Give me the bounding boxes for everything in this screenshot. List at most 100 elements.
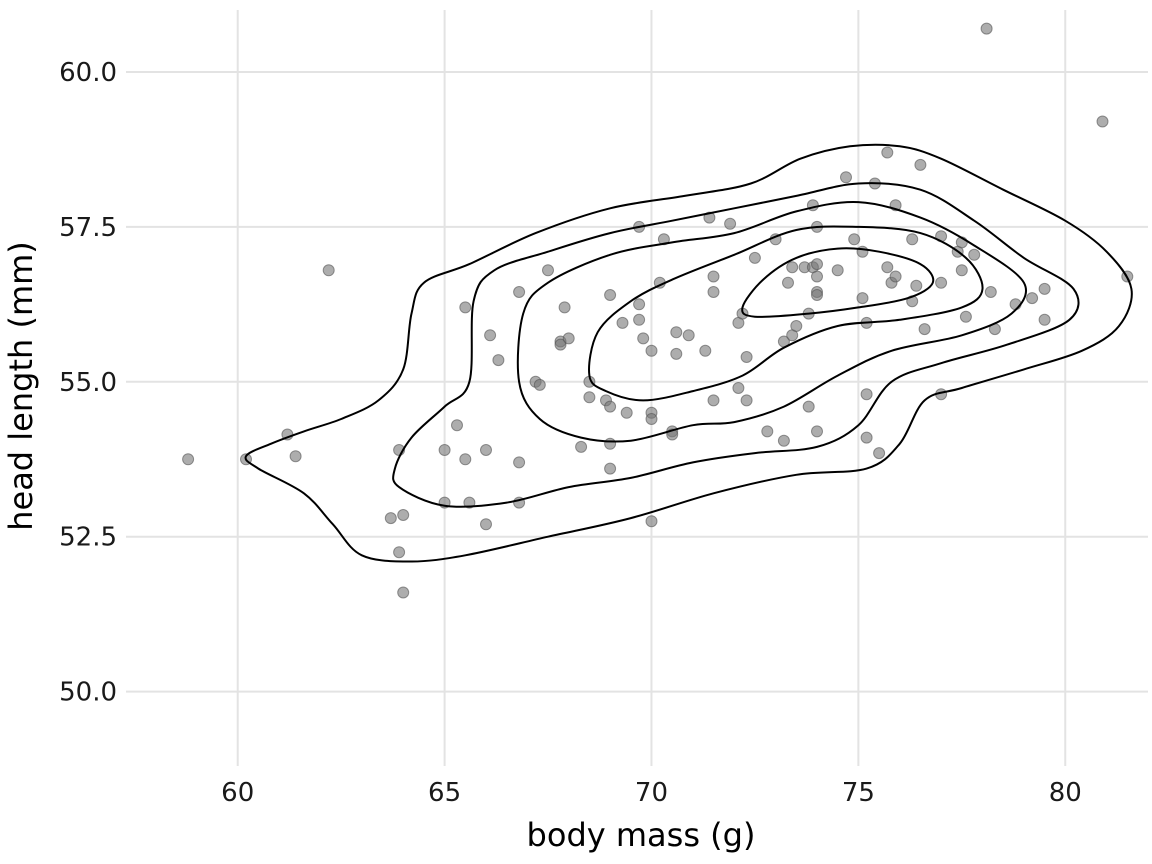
data-point <box>451 419 463 432</box>
data-point <box>1038 282 1051 295</box>
data-point <box>1026 292 1039 305</box>
data-point <box>575 440 588 453</box>
data-point <box>645 344 658 357</box>
data-point <box>463 496 476 509</box>
data-point <box>513 456 526 469</box>
data-point <box>459 453 472 466</box>
data-point <box>881 261 894 274</box>
data-point <box>645 515 658 528</box>
data-point <box>873 447 886 460</box>
x-tick-label: 75 <box>842 778 875 808</box>
y-tick-label: 57.5 <box>59 213 117 243</box>
data-point <box>906 233 919 246</box>
data-point <box>322 264 335 277</box>
data-point <box>777 434 790 447</box>
data-point <box>633 313 646 326</box>
data-point <box>918 323 931 336</box>
data-point <box>707 286 720 298</box>
x-axis-title: body mass (g) <box>527 816 756 854</box>
data-point <box>397 509 410 521</box>
data-point <box>1096 115 1109 128</box>
data-point <box>724 217 737 230</box>
data-point <box>480 518 492 531</box>
density-contour-1 <box>244 143 1133 563</box>
data-point <box>480 444 492 456</box>
y-tick-label: 52.5 <box>59 523 117 553</box>
data-point <box>533 378 546 391</box>
data-point <box>604 289 617 301</box>
density-contour-4 <box>588 225 984 402</box>
data-point <box>633 298 646 311</box>
data-point <box>484 329 497 342</box>
data-point <box>980 22 993 35</box>
data-point <box>840 171 852 184</box>
data-point <box>703 211 716 224</box>
y-tick-label: 55.0 <box>59 368 117 398</box>
data-point <box>645 413 658 425</box>
data-points <box>182 22 1134 599</box>
data-point <box>984 286 997 298</box>
density-contours <box>244 143 1133 563</box>
data-point <box>860 388 873 401</box>
data-point <box>670 347 683 360</box>
data-point <box>554 338 567 351</box>
data-point <box>831 264 844 277</box>
data-point <box>558 301 571 314</box>
y-tick-label: 60.0 <box>59 58 117 88</box>
x-tick-label: 70 <box>635 778 668 808</box>
data-point <box>616 316 629 329</box>
data-point <box>670 326 683 339</box>
data-point <box>732 382 745 394</box>
data-point <box>881 146 894 159</box>
x-tick-label: 60 <box>221 778 254 808</box>
grid-lines <box>126 10 1148 766</box>
density-contour-2 <box>392 182 1080 508</box>
data-point <box>397 586 410 599</box>
data-point <box>1038 313 1051 326</box>
x-tick-label: 80 <box>1049 778 1082 808</box>
data-point <box>968 248 981 261</box>
data-point <box>740 351 753 363</box>
data-point <box>860 431 873 444</box>
data-point <box>438 444 451 456</box>
data-point <box>637 332 650 345</box>
data-point <box>786 261 799 274</box>
data-point <box>910 279 923 292</box>
data-point <box>790 320 803 332</box>
density-contour-5 <box>741 247 935 318</box>
data-point <box>782 276 794 289</box>
data-point <box>459 301 472 314</box>
data-point <box>748 251 761 264</box>
data-point <box>959 310 972 323</box>
data-point <box>935 276 948 289</box>
data-point <box>914 158 927 171</box>
data-point <box>384 512 397 525</box>
data-point <box>740 394 753 407</box>
data-point <box>811 270 823 283</box>
data-point <box>289 450 302 463</box>
data-point <box>513 286 526 298</box>
data-point <box>682 329 695 342</box>
data-point <box>492 354 505 367</box>
density-contour-3 <box>516 200 1028 443</box>
x-tick-label: 65 <box>428 778 461 808</box>
data-point <box>393 546 406 559</box>
data-point <box>889 270 902 283</box>
data-point <box>856 292 869 305</box>
data-point <box>811 289 823 301</box>
data-point <box>848 233 861 246</box>
data-point <box>604 437 617 450</box>
data-point <box>542 264 554 277</box>
tick-labels: 60 65 70 75 80 50.0 52.5 55.0 57.5 60.0 <box>59 58 1082 808</box>
y-tick-label: 50.0 <box>59 678 117 708</box>
data-point <box>707 270 720 283</box>
data-point <box>802 400 815 413</box>
data-point <box>182 453 195 466</box>
data-point <box>955 264 968 277</box>
y-axis-title: head length (mm) <box>2 241 40 531</box>
data-point <box>811 425 823 438</box>
data-point <box>583 391 596 404</box>
data-point <box>811 258 823 271</box>
data-point <box>562 332 575 345</box>
